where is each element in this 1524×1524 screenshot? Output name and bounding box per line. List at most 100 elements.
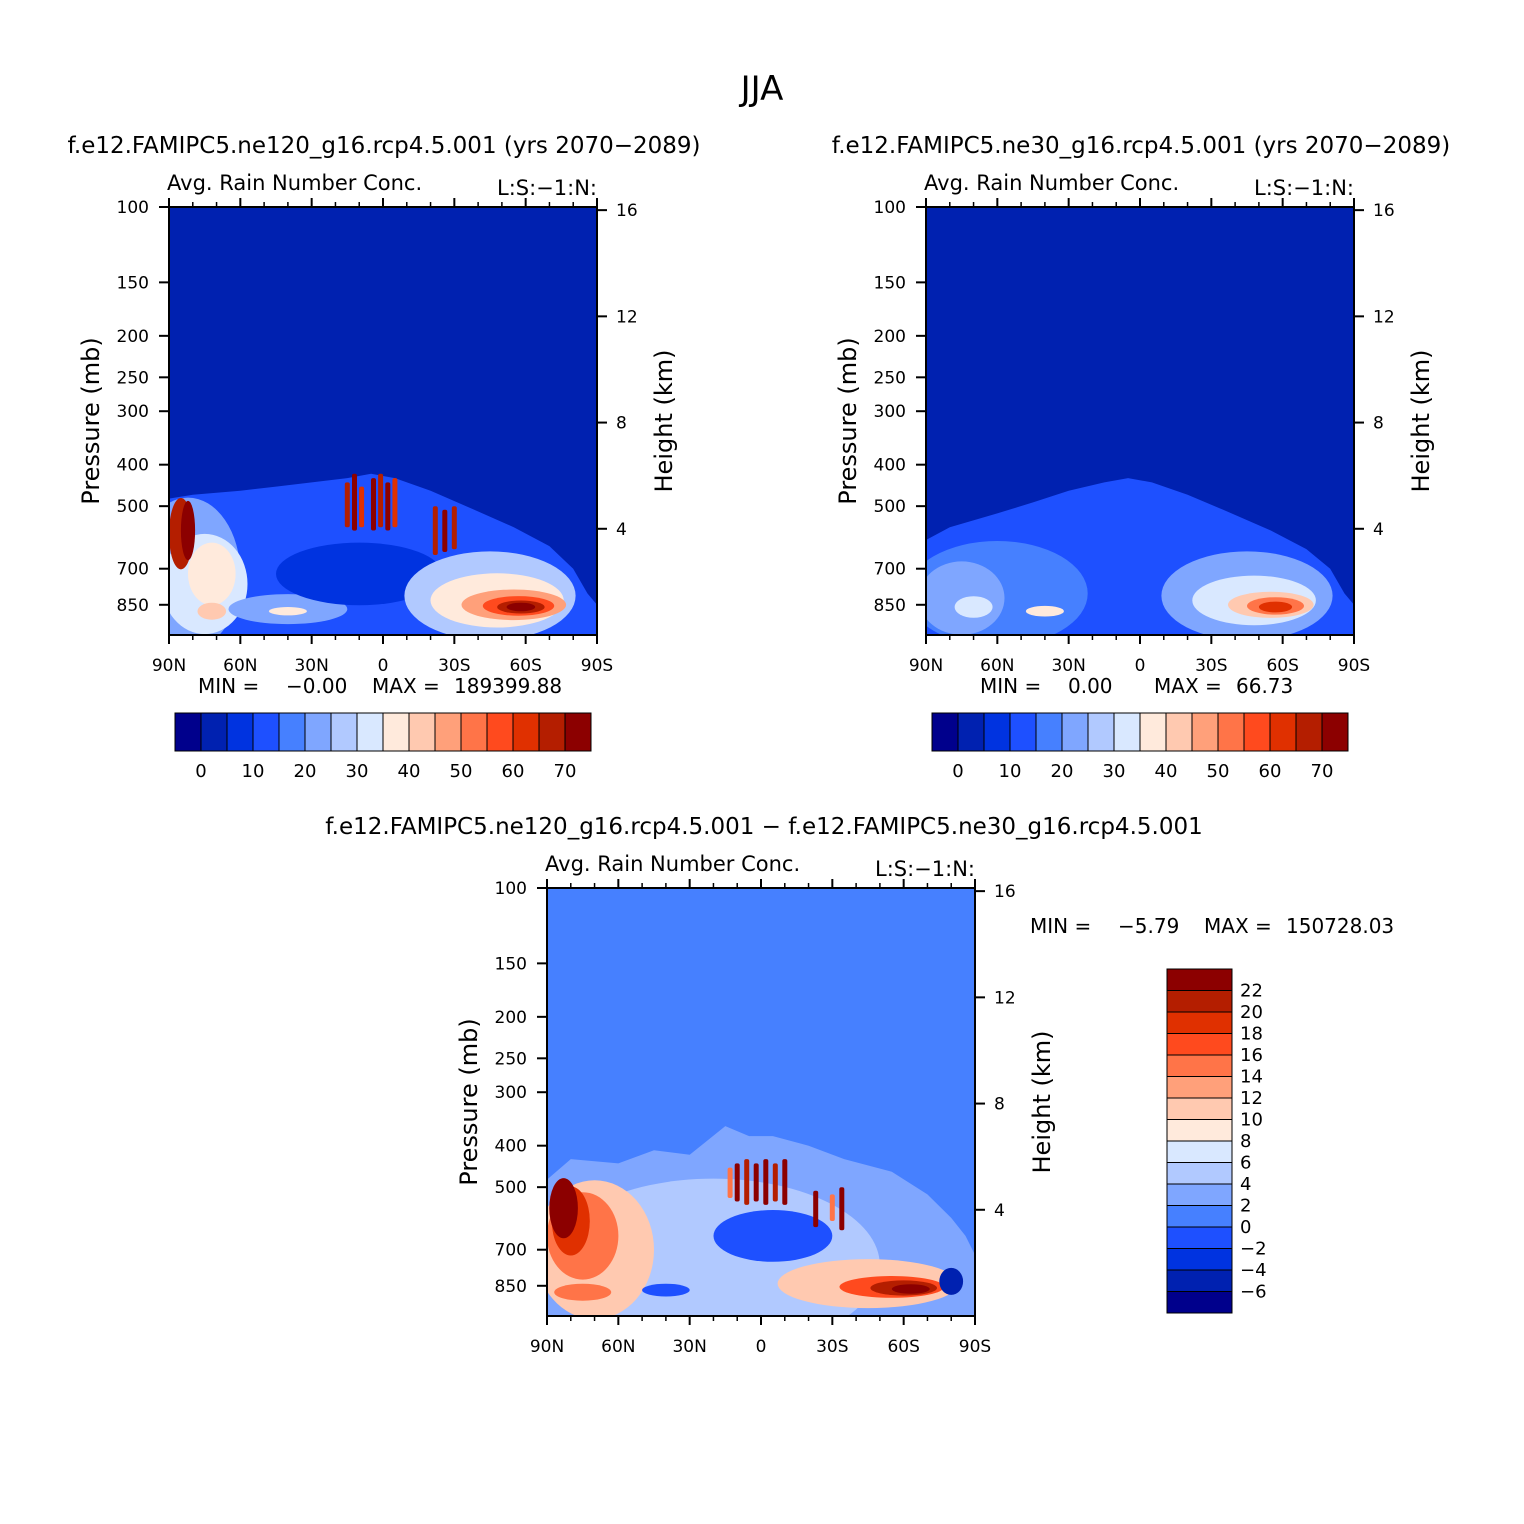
y-tick-label: 500	[117, 497, 149, 517]
colorbar-box	[1191, 712, 1219, 752]
colorbar-box	[1217, 712, 1245, 752]
y-tick-label: 250	[117, 368, 149, 388]
contour-region	[891, 1284, 930, 1294]
convective-streak	[344, 482, 350, 528]
colorbar-label: 70	[1311, 761, 1334, 782]
variable-title: Avg. Rain Number Conc.	[924, 171, 1179, 195]
min-label: MIN =	[1030, 914, 1091, 938]
y-tick-label: 700	[874, 560, 906, 580]
x-tick-label: 30S	[1195, 656, 1227, 676]
convective-streak	[378, 473, 384, 528]
colorbar-box	[564, 712, 592, 752]
colorbar-label: 22	[1240, 981, 1263, 1002]
colorbar-box	[174, 712, 202, 752]
colorbar-box	[1166, 1226, 1233, 1249]
colorbar-box	[226, 712, 254, 752]
colorbar-box	[931, 712, 959, 752]
contour-region	[549, 1178, 578, 1239]
colorbar-box	[1166, 1291, 1233, 1314]
colorbar-box	[330, 712, 358, 752]
x-tick-label: 60S	[509, 656, 541, 676]
y-tick-label: 100	[874, 198, 906, 218]
contour-region	[1025, 605, 1064, 617]
y-axis-label: Pressure (mb)	[455, 1018, 483, 1185]
y2-tick-label: 16	[616, 201, 638, 221]
colorbar-box	[1009, 712, 1037, 752]
colorbar-label: −4	[1240, 1260, 1267, 1281]
colorbar-label: 18	[1240, 1024, 1263, 1045]
y-tick-label: 150	[495, 954, 527, 974]
colorbar-box	[957, 712, 985, 752]
x-tick-label: 30S	[438, 656, 470, 676]
panel-difference: Avg. Rain Number Conc. L:S:−1:N: 90N 60N 30N…	[455, 852, 1394, 1357]
x-tick-label: 30N	[672, 1337, 706, 1357]
colorbar-box	[1166, 1097, 1233, 1120]
contour-region	[939, 1267, 964, 1295]
convective-streak	[392, 478, 398, 528]
colorbar-label: 10	[1240, 1110, 1263, 1131]
colorbar-label: −2	[1240, 1239, 1267, 1260]
x-tick-label: 90N	[530, 1337, 564, 1357]
convective-streak	[727, 1167, 733, 1198]
colorbar-label: 30	[346, 761, 369, 782]
x-tick-label: 0	[378, 656, 389, 676]
colorbar-box	[1166, 1269, 1233, 1292]
x-tick-label: 0	[1135, 656, 1146, 676]
x-tick-label: 60S	[1266, 656, 1298, 676]
y2-tick-label: 8	[994, 1095, 1005, 1115]
contour-region	[554, 1283, 612, 1301]
y-tick-label: 200	[117, 327, 149, 347]
y2-tick-label: 12	[1373, 307, 1395, 327]
contour-region	[180, 500, 196, 561]
colorbar-box	[1321, 712, 1349, 752]
plot-area	[547, 888, 975, 1316]
panel-ne30: Avg. Rain Number Conc. L:S:−1:N: 90N 60N 30N…	[834, 171, 1435, 782]
colorbar-label: 50	[450, 761, 473, 782]
colorbar-box	[200, 712, 228, 752]
contour-region	[268, 607, 307, 616]
y-tick-label: 300	[874, 402, 906, 422]
contour-region	[713, 1210, 833, 1262]
x-tick-label: 60S	[887, 1337, 919, 1357]
colorbar-box	[460, 712, 488, 752]
max-value: 150728.03	[1286, 914, 1394, 938]
colorbar-box	[1243, 712, 1271, 752]
x-tick-label: 60N	[223, 656, 257, 676]
colorbar-label: 40	[398, 761, 421, 782]
y-tick-label: 200	[495, 1008, 527, 1028]
x-tick-label: 90N	[152, 656, 186, 676]
contour-region	[188, 542, 236, 606]
convective-streak	[371, 478, 376, 531]
colorbar-label: 40	[1155, 761, 1178, 782]
colorbar-box	[1166, 1183, 1233, 1206]
colorbar-label: 0	[952, 761, 963, 782]
colorbar-box	[512, 712, 540, 752]
colorbar-label: 70	[554, 761, 577, 782]
convective-streak	[813, 1190, 819, 1228]
x-tick-label: 30S	[816, 1337, 848, 1357]
convective-streak	[451, 506, 457, 550]
min-label: MIN =	[980, 674, 1041, 698]
colorbar-box	[486, 712, 514, 752]
y-tick-label: 850	[874, 596, 906, 616]
colorbar-label: 10	[242, 761, 265, 782]
colorbar-box	[408, 712, 436, 752]
colorbar-box	[1166, 968, 1233, 991]
contour-region	[1258, 601, 1293, 613]
y-tick-label: 500	[874, 497, 906, 517]
convective-streak	[432, 506, 438, 555]
convective-streak	[734, 1163, 740, 1202]
y-tick-label: 250	[495, 1049, 527, 1069]
contour-region	[197, 602, 227, 620]
y-tick-label: 500	[495, 1178, 527, 1198]
x-tick-label: 0	[756, 1337, 767, 1357]
x-tick-label: 60N	[980, 656, 1014, 676]
colorbar-label: 12	[1240, 1088, 1263, 1109]
colorbar-label: 60	[1259, 761, 1282, 782]
colorbar-box	[538, 712, 566, 752]
y-tick-label: 300	[117, 402, 149, 422]
convective-streak	[385, 482, 391, 531]
x-tick-label: 60N	[601, 1337, 635, 1357]
contour-region	[506, 602, 536, 612]
level-title: L:S:−1:N:	[875, 857, 975, 881]
